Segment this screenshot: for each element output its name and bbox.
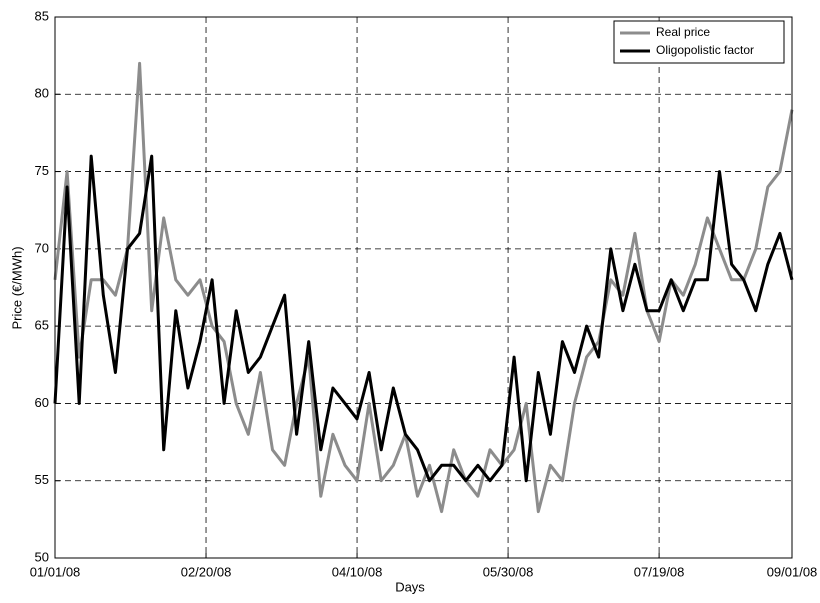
x-tick-label: 04/10/08 bbox=[332, 564, 383, 579]
y-tick-label: 50 bbox=[35, 549, 49, 564]
y-tick-label: 80 bbox=[35, 86, 49, 101]
legend-label: Real price bbox=[656, 25, 710, 39]
x-tick-label: 02/20/08 bbox=[181, 564, 232, 579]
x-axis-label: Days bbox=[395, 579, 425, 594]
y-tick-label: 65 bbox=[35, 318, 49, 333]
legend-box bbox=[613, 20, 785, 64]
y-axis-label: Price (€/MWh) bbox=[9, 246, 24, 329]
legend-label: Oligopolistic factor bbox=[656, 43, 754, 57]
x-tick-label: 01/01/08 bbox=[30, 564, 81, 579]
y-tick-label: 60 bbox=[35, 395, 49, 410]
series-line bbox=[53, 154, 794, 483]
y-tick-label: 75 bbox=[35, 163, 49, 178]
x-tick-label: 09/01/08 bbox=[767, 564, 818, 579]
legend: Real price Oligopolistic factor bbox=[613, 20, 785, 64]
x-tick-label: 05/30/08 bbox=[483, 564, 534, 579]
y-tick-label: 85 bbox=[35, 8, 49, 23]
x-tick-label: 07/19/08 bbox=[634, 564, 685, 579]
y-tick-label: 55 bbox=[35, 472, 49, 487]
plot-frame bbox=[54, 16, 793, 559]
y-tick-label: 70 bbox=[35, 240, 49, 255]
series-line bbox=[53, 61, 794, 514]
